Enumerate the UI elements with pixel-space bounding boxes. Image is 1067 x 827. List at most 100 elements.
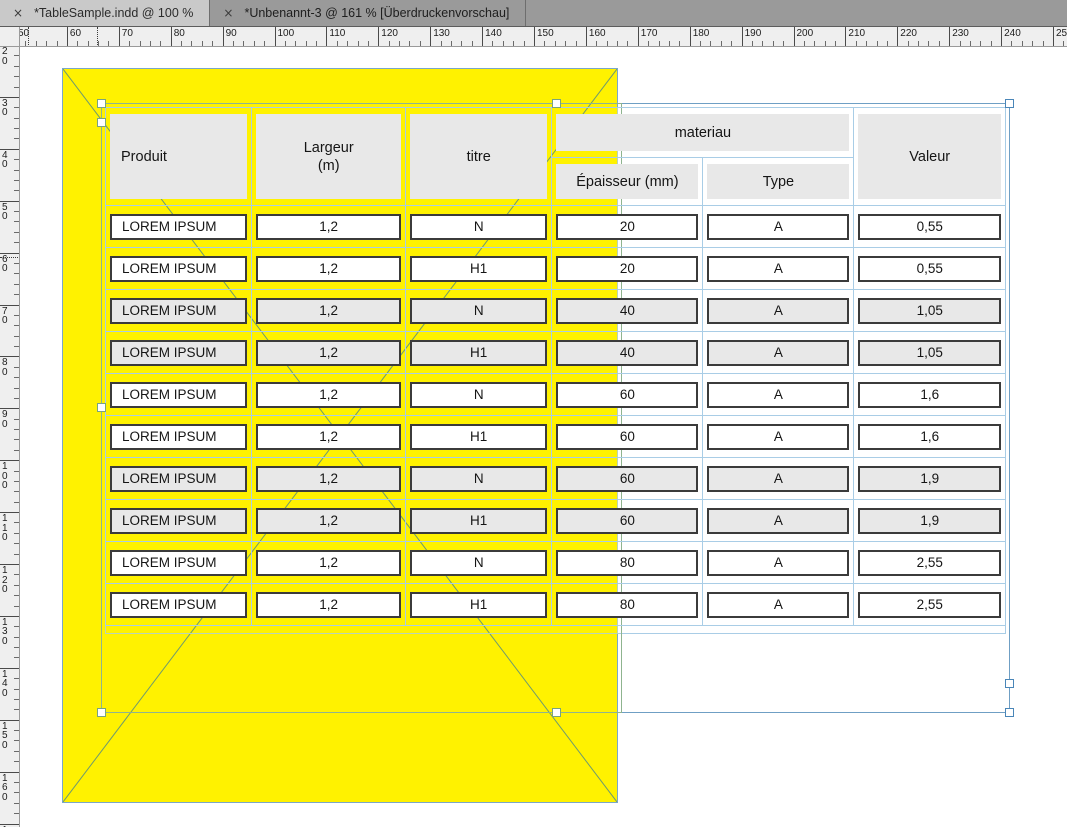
table-cell[interactable]: H1 bbox=[404, 499, 553, 542]
table-cell[interactable]: LOREM IPSUM bbox=[104, 583, 253, 626]
table-cell[interactable]: A bbox=[702, 373, 855, 416]
document-tab-1[interactable]: × *TableSample.indd @ 100 % bbox=[0, 0, 211, 26]
table-cell[interactable]: A bbox=[702, 499, 855, 542]
table-row[interactable]: LOREM IPSUM 1,2 H1 60 A 1,9 bbox=[104, 499, 1006, 542]
table-cell[interactable]: 1,9 bbox=[853, 499, 1006, 542]
table-cell[interactable]: 1,9 bbox=[853, 457, 1006, 500]
table-cell[interactable]: 1,2 bbox=[251, 373, 406, 416]
ruler-tick-minor bbox=[14, 117, 19, 119]
table-cell[interactable]: H1 bbox=[404, 583, 553, 626]
ruler-origin-corner[interactable] bbox=[0, 27, 20, 47]
table-cell[interactable]: N bbox=[404, 289, 553, 332]
table-header-cell[interactable]: Valeur bbox=[853, 107, 1006, 206]
table-cell[interactable]: 1,2 bbox=[251, 247, 406, 290]
table-cell[interactable]: H1 bbox=[404, 331, 553, 374]
table-cell[interactable]: 1,2 bbox=[251, 583, 406, 626]
table-header-cell[interactable]: titre bbox=[404, 107, 553, 206]
table-cell[interactable]: N bbox=[404, 373, 553, 416]
table-cell[interactable]: 20 bbox=[551, 205, 704, 248]
table-row[interactable]: LOREM IPSUM 1,2 N 20 A 0,55 bbox=[104, 205, 1006, 248]
close-icon[interactable]: × bbox=[13, 6, 24, 20]
document-canvas[interactable]: Produit Largeur (m) titre materiau Valeur Épai… bbox=[20, 47, 1067, 827]
table-row[interactable]: LOREM IPSUM 1,2 N 60 A 1,9 bbox=[104, 457, 1006, 500]
table-cell[interactable]: LOREM IPSUM bbox=[104, 499, 253, 542]
table-row[interactable]: LOREM IPSUM 1,2 N 40 A 1,05 bbox=[104, 289, 1006, 332]
selection-handle-bottom-left[interactable] bbox=[97, 708, 106, 717]
table-cell[interactable]: N bbox=[404, 205, 553, 248]
table-row[interactable]: LOREM IPSUM 1,2 H1 60 A 1,6 bbox=[104, 415, 1006, 458]
document-tab-2[interactable]: × *Unbenannt-3 @ 161 % [Überdruckenvorsc… bbox=[210, 0, 527, 26]
table-cell[interactable]: N bbox=[404, 457, 553, 500]
table-cell[interactable]: LOREM IPSUM bbox=[104, 331, 253, 374]
table-cell[interactable]: N bbox=[404, 541, 553, 584]
ruler-tick-minor bbox=[149, 41, 151, 46]
table-cell[interactable]: 60 bbox=[551, 415, 704, 458]
table-cell[interactable]: 60 bbox=[551, 373, 704, 416]
table-cell[interactable]: 1,2 bbox=[251, 205, 406, 248]
ruler-tick-minor bbox=[367, 41, 369, 46]
table-cell[interactable]: LOREM IPSUM bbox=[104, 247, 253, 290]
table-cell[interactable]: 40 bbox=[551, 289, 704, 332]
selection-handle-top-center[interactable] bbox=[552, 99, 561, 108]
ruler-tick-minor bbox=[14, 491, 19, 493]
close-icon[interactable]: × bbox=[223, 6, 234, 20]
table-cell[interactable]: H1 bbox=[404, 415, 553, 458]
table-cell[interactable]: A bbox=[702, 289, 855, 332]
table-row[interactable]: LOREM IPSUM 1,2 H1 20 A 0,55 bbox=[104, 247, 1006, 290]
selection-handle-middle-left[interactable] bbox=[97, 403, 106, 412]
table-row[interactable]: LOREM IPSUM 1,2 N 60 A 1,6 bbox=[104, 373, 1006, 416]
table-cell[interactable]: LOREM IPSUM bbox=[104, 289, 253, 332]
table-subheader-cell[interactable]: Type bbox=[702, 157, 855, 206]
table-row[interactable]: LOREM IPSUM 1,2 N 80 A 2,55 bbox=[104, 541, 1006, 584]
table-cell[interactable]: 1,2 bbox=[251, 415, 406, 458]
table-cell[interactable]: LOREM IPSUM bbox=[104, 415, 253, 458]
table-header-cell[interactable]: materiau bbox=[551, 107, 855, 158]
table-cell[interactable]: A bbox=[702, 583, 855, 626]
selection-handle-top-right[interactable] bbox=[1005, 99, 1014, 108]
table-cell[interactable]: 60 bbox=[551, 499, 704, 542]
table-subheader-cell[interactable]: Épaisseur (mm) bbox=[551, 157, 704, 206]
table-cell[interactable]: A bbox=[702, 415, 855, 458]
table-row[interactable]: LOREM IPSUM 1,2 H1 80 A 2,55 bbox=[104, 583, 1006, 626]
table-cell[interactable]: 1,6 bbox=[853, 415, 1006, 458]
table-cell[interactable]: A bbox=[702, 205, 855, 248]
selection-handle-bottom-right[interactable] bbox=[1005, 708, 1014, 717]
table-cell[interactable]: 80 bbox=[551, 541, 704, 584]
table-cell[interactable]: LOREM IPSUM bbox=[104, 205, 253, 248]
table-cell[interactable]: LOREM IPSUM bbox=[104, 541, 253, 584]
table-cell[interactable]: 1,2 bbox=[251, 499, 406, 542]
table-cell[interactable]: 1,2 bbox=[251, 457, 406, 500]
selection-handle-bottom-center[interactable] bbox=[552, 708, 561, 717]
table-header-cell[interactable]: Produit bbox=[104, 107, 253, 206]
table-cell[interactable]: 1,05 bbox=[853, 289, 1006, 332]
table-cell[interactable]: A bbox=[702, 247, 855, 290]
product-data-table[interactable]: Produit Largeur (m) titre materiau Valeur Épai… bbox=[104, 107, 1006, 626]
table-cell[interactable]: 40 bbox=[551, 331, 704, 374]
table-cell[interactable]: A bbox=[702, 331, 855, 374]
table-cell[interactable]: 2,55 bbox=[853, 541, 1006, 584]
table-cell[interactable]: 0,55 bbox=[853, 205, 1006, 248]
table-cell[interactable]: 0,55 bbox=[853, 247, 1006, 290]
table-cell[interactable]: A bbox=[702, 541, 855, 584]
table-cell[interactable]: 20 bbox=[551, 247, 704, 290]
selection-handle-top-left[interactable] bbox=[97, 99, 106, 108]
vertical-ruler[interactable]: 20 30 40 50 60 70 80 90 100 110 120 130 140 150 160 170 bbox=[0, 47, 20, 827]
table-cell[interactable]: 80 bbox=[551, 583, 704, 626]
table-cell[interactable]: 60 bbox=[551, 457, 704, 500]
table-cell[interactable]: H1 bbox=[404, 247, 553, 290]
table-cell[interactable]: 2,55 bbox=[853, 583, 1006, 626]
table-cell[interactable]: 1,6 bbox=[853, 373, 1006, 416]
table-cell[interactable]: 1,2 bbox=[251, 331, 406, 374]
table-cell-text: A bbox=[707, 339, 850, 366]
table-cell[interactable]: LOREM IPSUM bbox=[104, 457, 253, 500]
table-cell[interactable]: 1,2 bbox=[251, 289, 406, 332]
selection-handle-right-lower[interactable] bbox=[1005, 679, 1014, 688]
table-header-cell[interactable]: Largeur (m) bbox=[251, 107, 406, 206]
selection-handle-top-left-alt[interactable] bbox=[97, 118, 106, 127]
table-row[interactable]: LOREM IPSUM 1,2 H1 40 A 1,05 bbox=[104, 331, 1006, 374]
table-cell[interactable]: 1,2 bbox=[251, 541, 406, 584]
horizontal-ruler[interactable]: 50 60 70 80 90 100 110 120 130 140 150 160 170 180 190… bbox=[20, 27, 1067, 47]
table-cell[interactable]: A bbox=[702, 457, 855, 500]
table-cell[interactable]: 1,05 bbox=[853, 331, 1006, 374]
table-cell[interactable]: LOREM IPSUM bbox=[104, 373, 253, 416]
